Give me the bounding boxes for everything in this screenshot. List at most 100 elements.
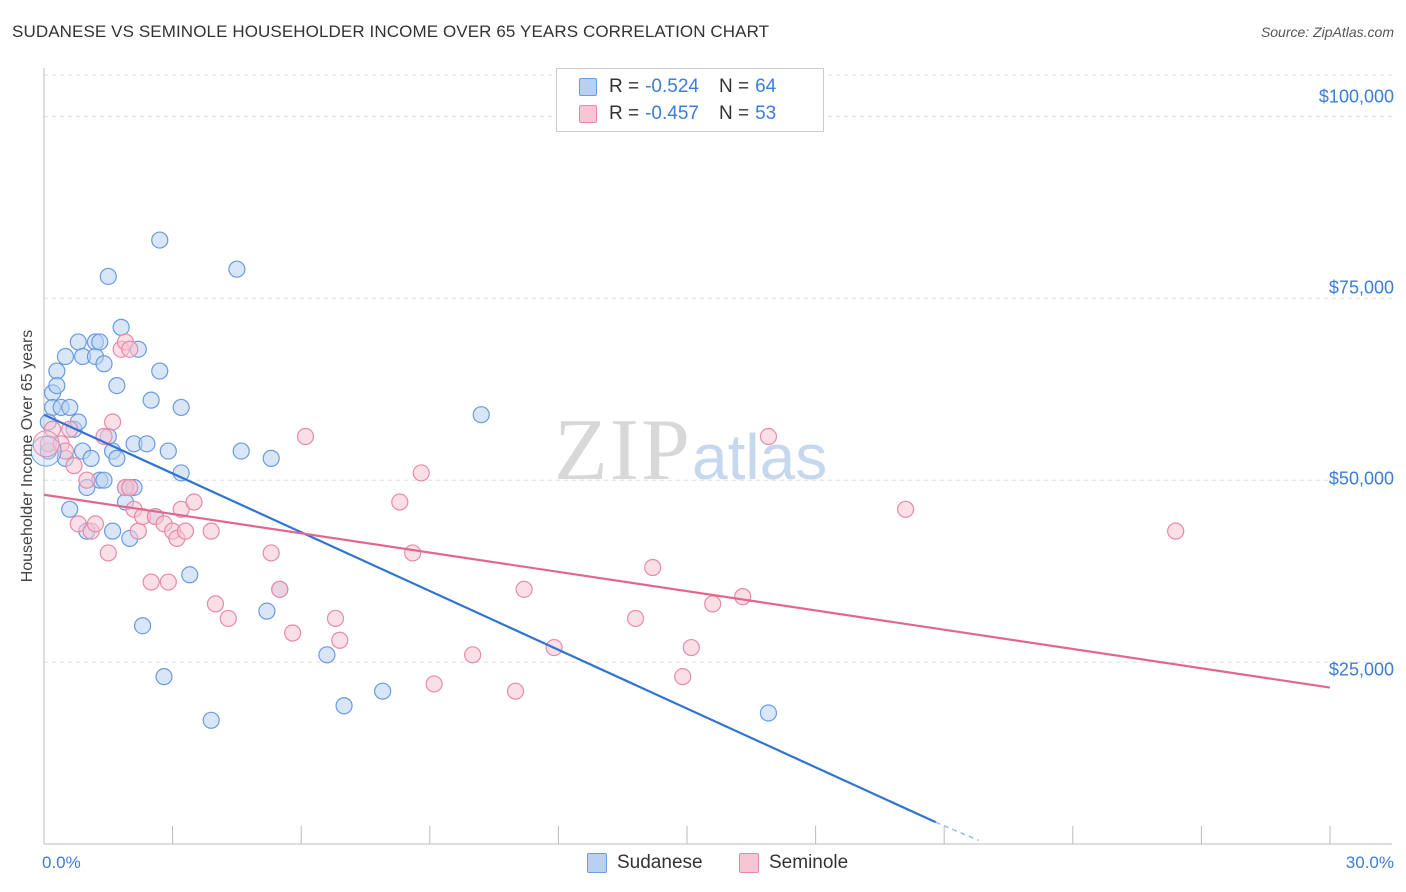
seminole-point (185, 493, 203, 511)
seminole-point (682, 638, 700, 657)
stats-box: R = -0.524 N = 64 R = -0.457 N = 53 (556, 68, 824, 132)
sudanese-point (262, 449, 280, 467)
watermark-small: atlas (692, 421, 828, 493)
seminole-point (296, 427, 315, 446)
sudanese-point (61, 398, 79, 417)
seminole-point (121, 340, 139, 358)
sudanese-point (112, 318, 130, 336)
seminole-point (326, 609, 345, 628)
legend-swatch-sudanese (587, 853, 607, 873)
sudanese-point (61, 500, 79, 518)
sudanese-point (374, 682, 392, 700)
seminole-point (704, 595, 722, 613)
legend-label-seminole: Seminole (769, 852, 849, 873)
seminole-point (391, 493, 409, 511)
seminole-point (506, 682, 525, 700)
seminole-point (759, 427, 778, 446)
sudanese-point (108, 377, 126, 395)
seminole-point (271, 580, 289, 598)
sudanese-point (472, 406, 490, 424)
seminole-point (69, 515, 87, 533)
seminole-point (159, 573, 177, 591)
y-tick-label-25000: $25,000 (1328, 659, 1394, 680)
seminole-point (65, 457, 83, 475)
n-value: 53 (755, 103, 777, 124)
legend-item-sudanese[interactable]: Sudanese (587, 852, 703, 874)
sudanese-point (335, 697, 353, 715)
chart-title: SUDANESE VS SEMINOLE HOUSEHOLDER INCOME … (12, 22, 770, 41)
seminole-point (464, 646, 482, 664)
sudanese-point (155, 668, 173, 686)
seminole-point (897, 500, 915, 518)
seminole-point (103, 413, 122, 431)
y-axis-label: Householder Income Over 65 years (19, 329, 36, 583)
seminole-point (284, 624, 302, 642)
seminole-trend-line (43, 493, 1331, 689)
seminole-point (219, 609, 237, 628)
seminole-point (331, 631, 349, 649)
sudanese-point (69, 333, 87, 351)
n-label: N = (718, 103, 750, 124)
sudanese-point (108, 449, 126, 467)
sudanese-point (103, 522, 122, 540)
seminole-point (425, 675, 443, 693)
seminole-point (644, 558, 662, 577)
seminole-point (172, 500, 190, 518)
seminole-point (206, 595, 225, 613)
seminole-point (1167, 522, 1185, 540)
seminole-point (674, 668, 692, 686)
stats-row-sudanese: R = -0.524 N = 64 (579, 75, 776, 99)
r-value: -0.524 (645, 76, 699, 97)
legend-item-seminole[interactable]: Seminole (739, 852, 848, 874)
sudanese-point (142, 391, 160, 409)
sudanese-swatch (579, 78, 597, 96)
sudanese-point (82, 449, 100, 467)
seminole-point (78, 471, 96, 489)
r-label: R = (609, 76, 640, 97)
sudanese-point (228, 260, 246, 278)
sudanese-point (318, 646, 336, 664)
seminole-point (734, 588, 752, 606)
sudanese-point (91, 333, 109, 351)
sudanese-point (48, 362, 66, 380)
seminole-point (86, 515, 105, 533)
legend-swatch-seminole (739, 853, 759, 873)
sudanese-point (138, 435, 156, 453)
seminole-point (32, 430, 60, 458)
sudanese-point (30, 435, 62, 467)
n-label: N = (718, 76, 750, 97)
sudanese-point (56, 347, 75, 366)
seminole-point (262, 544, 280, 562)
r-label: R = (609, 103, 640, 124)
sudanese-point (181, 566, 199, 584)
stats-row-seminole: R = -0.457 N = 53 (579, 102, 776, 126)
legend-label-sudanese: Sudanese (617, 852, 703, 873)
sudanese-point (48, 377, 66, 395)
seminole-point (176, 522, 195, 540)
n-value: 64 (755, 76, 777, 97)
sudanese-point (159, 442, 177, 460)
sudanese-point (759, 704, 778, 722)
watermark-main: ZIP (554, 402, 692, 499)
y-tick-label-50000: $50,000 (1328, 468, 1394, 489)
seminole-point (202, 522, 220, 540)
seminole-point (626, 609, 645, 628)
sudanese-point (151, 362, 169, 380)
source-label: Source: ZipAtlas.com (1260, 24, 1394, 40)
sudanese-point (99, 267, 117, 286)
sudanese-point (95, 471, 113, 489)
sudanese-point (258, 602, 276, 620)
seminole-point (412, 464, 430, 482)
sudanese-point (232, 442, 250, 460)
sudanese-trend-line-extension (935, 821, 979, 842)
seminole-swatch (579, 105, 597, 123)
sudanese-trend-line (43, 413, 937, 824)
seminole-point (515, 580, 533, 598)
sudanese-point (95, 355, 113, 373)
r-value: -0.457 (645, 103, 699, 124)
x-tick-label-max: 30.0% (1345, 853, 1394, 872)
y-tick-label-75000: $75,000 (1328, 277, 1394, 298)
sudanese-point (202, 711, 220, 729)
sudanese-point (172, 398, 190, 417)
